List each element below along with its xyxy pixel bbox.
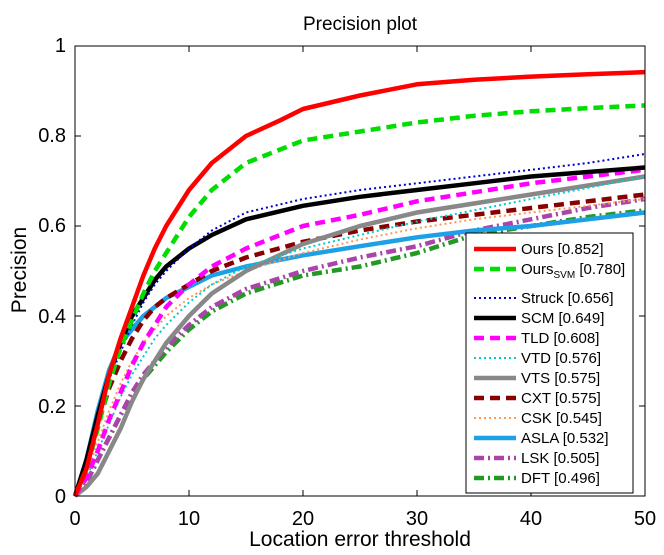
series-line-ours-svm — [72, 103, 646, 497]
legend-label: TLD [0.608] — [521, 330, 599, 347]
legend-label: ASLA [0.532] — [521, 430, 609, 447]
series-line-tld — [73, 167, 646, 498]
legend-lines — [474, 246, 516, 481]
y-tick-label: 0.2 — [38, 396, 66, 418]
legend-label: VTS [0.575] — [521, 370, 600, 387]
series-line-vts — [73, 174, 646, 498]
x-tick-labels: 0 10 20 30 40 50 — [69, 508, 656, 530]
legend-label: CSK [0.545] — [521, 410, 602, 427]
x-tick-label: 0 — [69, 508, 80, 530]
legend-label: DFT [0.496] — [521, 470, 600, 487]
y-tick-labels: 0 0.2 0.4 0.6 0.8 1 — [38, 35, 66, 508]
x-axis-label: Location error threshold — [249, 528, 471, 551]
x-tick-label: 20 — [292, 508, 314, 530]
legend-label: OursSVM [0.780] — [521, 261, 625, 281]
y-tick-label: 0 — [55, 486, 66, 508]
legend-label: Ours [0.852] — [521, 241, 604, 258]
y-tick-label: 0.4 — [38, 306, 66, 328]
legend-box — [465, 232, 634, 494]
x-tick-label: 30 — [406, 508, 428, 530]
series-layer — [72, 69, 646, 498]
x-tick-label: 50 — [634, 508, 656, 530]
y-tick-label: 0.6 — [38, 215, 66, 237]
legend-label: CXT [0.575] — [521, 390, 601, 407]
series-line-vtd — [74, 175, 646, 497]
y-tick-label: 0.8 — [38, 125, 66, 147]
series-line-ours — [72, 69, 646, 497]
y-axis-label: Precision — [8, 227, 31, 313]
legend-label: SCM [0.649] — [521, 310, 604, 327]
x-tick-label: 10 — [178, 508, 200, 530]
y-tick-label: 1 — [55, 35, 66, 57]
series-line-lsk — [73, 196, 646, 498]
legend-label: LSK [0.505] — [521, 450, 599, 467]
legend-label: VTD [0.576] — [521, 350, 601, 367]
plot-frame — [74, 45, 646, 497]
legend: Ours [0.852] OursSVM [0.780] Struck [0.6… — [465, 232, 634, 494]
legend-label: Struck [0.656] — [521, 290, 614, 307]
chart-title: Precision plot — [303, 14, 418, 35]
x-tick-label: 40 — [520, 508, 542, 530]
